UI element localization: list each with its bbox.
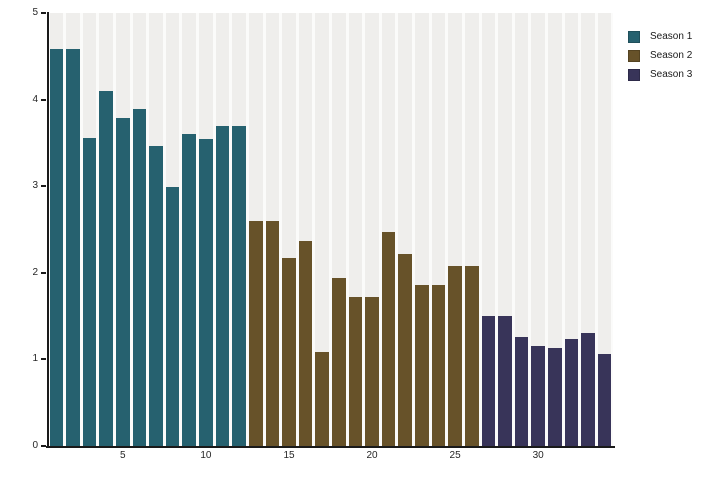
legend-swatch-season-2 [628,49,640,62]
x-tick-label: 25 [449,450,461,461]
bar-episode-19 [348,297,363,446]
bar-episode-21 [381,232,396,446]
bar-episode-7 [149,146,163,446]
bar-episode-26 [464,265,479,446]
background-stripe [597,13,612,446]
x-tick-label: 15 [283,450,295,461]
bar-episode-12 [232,126,246,446]
bar-episode-17 [315,352,329,446]
bar-episode-4 [99,90,113,446]
bar-episode-28 [498,316,512,446]
bar-episode-8 [165,187,180,446]
y-tick-label: 5 [32,7,38,18]
bar-episode-34 [597,354,612,446]
x-axis-line [46,445,615,448]
y-tick-label: 3 [32,180,38,192]
y-tick [41,271,46,274]
x-tick-label: 20 [366,450,378,461]
y-tick-label: 1 [32,353,38,365]
legend-label-season-2: Season 2 [650,50,693,61]
bar-episode-3 [82,137,97,446]
bar-episode-32 [564,338,579,446]
legend-swatch-season-1 [628,30,640,43]
bar-episode-5 [115,117,130,446]
bar-episode-29 [514,336,529,446]
x-tick-label: 30 [532,450,544,461]
y-tick [41,358,46,361]
bar-episode-11 [215,126,230,446]
legend-swatch-season-3 [628,68,640,81]
background-stripe [531,13,546,446]
bar-episode-33 [581,332,595,446]
bar-episode-24 [431,284,446,446]
legend: Season 1 Season 2 Season 3 [628,27,692,84]
bar-episode-16 [298,240,313,446]
y-tick [41,98,46,101]
bar-episode-23 [415,284,429,446]
bar-episode-14 [265,220,280,446]
y-tick-label: 0 [32,440,38,451]
legend-item-season-2: Season 2 [628,46,692,65]
bar-episode-27 [481,316,496,446]
background-stripe [564,13,579,446]
bar-episode-31 [548,348,562,446]
legend-item-season-1: Season 1 [628,27,692,46]
x-tick-label: 10 [200,450,212,461]
bar-episode-22 [398,253,413,446]
bar-episode-10 [199,139,213,446]
y-axis-line [46,12,49,447]
legend-label-season-1: Season 1 [650,31,693,42]
y-tick-label: 2 [32,266,38,278]
bar-episode-25 [448,265,462,446]
bar-episode-9 [182,134,197,446]
legend-item-season-3: Season 3 [628,65,692,84]
bar-episode-30 [531,346,546,446]
bar-episode-15 [282,258,296,446]
bar-episode-2 [66,49,80,446]
bar-episode-1 [49,49,64,446]
bar-episode-18 [332,278,346,446]
x-tick-label: 5 [120,450,126,461]
bar-episode-20 [365,297,379,446]
y-tick [41,12,46,14]
y-tick [41,445,46,447]
legend-label-season-3: Season 3 [650,69,693,80]
plot-area [48,13,613,446]
y-tick-label: 4 [32,93,38,105]
bar-episode-6 [132,109,147,446]
bar-episode-13 [248,220,263,446]
background-stripe [548,13,562,446]
y-tick [41,185,46,188]
background-stripe [315,13,329,446]
